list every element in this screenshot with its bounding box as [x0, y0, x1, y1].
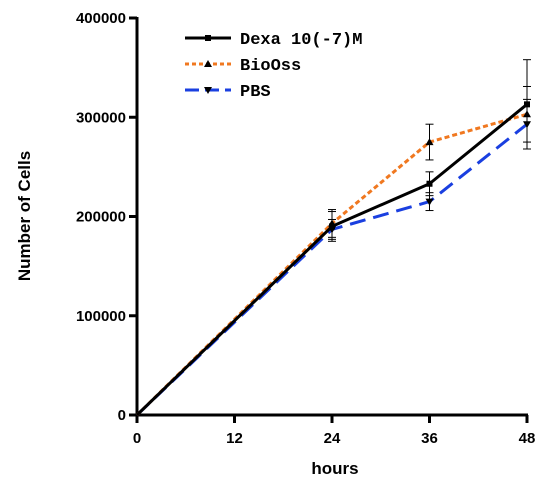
series-line: [135, 112, 528, 417]
series-layer: [135, 59, 531, 417]
legend-marker: [205, 35, 211, 41]
x-axis-title: hours: [311, 459, 358, 478]
legend-entry: PBS: [185, 83, 271, 102]
series-pbs: [135, 98, 531, 417]
data-point: [329, 223, 335, 230]
tick-labels: 0 12 24 36 48 0 100000 200000 300000 400000: [76, 10, 535, 447]
y-axis-title: Number of Cells: [15, 151, 34, 281]
y-tick-label: 300000: [76, 109, 126, 126]
x-tick-label: 36: [421, 430, 438, 447]
x-tick-label: 0: [133, 430, 141, 447]
series-biooss: [135, 85, 531, 417]
legend-entry: BioOss: [185, 57, 301, 76]
tick-marks: [129, 16, 529, 423]
y-tick-label: 400000: [76, 10, 126, 27]
legend-marker: [204, 60, 212, 67]
legend-marker: [204, 87, 212, 94]
x-tick-label: 12: [226, 430, 243, 447]
legend-label: PBS: [240, 83, 271, 102]
data-point: [425, 198, 434, 206]
x-tick-label: 48: [519, 430, 536, 447]
legend-label: BioOss: [240, 57, 301, 76]
x-tick-label: 24: [324, 430, 341, 447]
legend-entry: Dexa 10(-7)M: [185, 31, 362, 50]
data-point: [524, 101, 530, 108]
y-tick-label: 0: [118, 407, 126, 424]
series-dexa-10-7-m: [135, 59, 531, 417]
series-line: [135, 123, 528, 417]
series-line: [135, 103, 528, 417]
data-point: [425, 138, 434, 146]
y-tick-label: 200000: [76, 209, 126, 226]
data-point: [426, 180, 433, 187]
legend: Dexa 10(-7)M BioOss PBS: [185, 31, 362, 102]
legend-label: Dexa 10(-7)M: [240, 31, 362, 50]
y-tick-label: 100000: [76, 308, 126, 325]
